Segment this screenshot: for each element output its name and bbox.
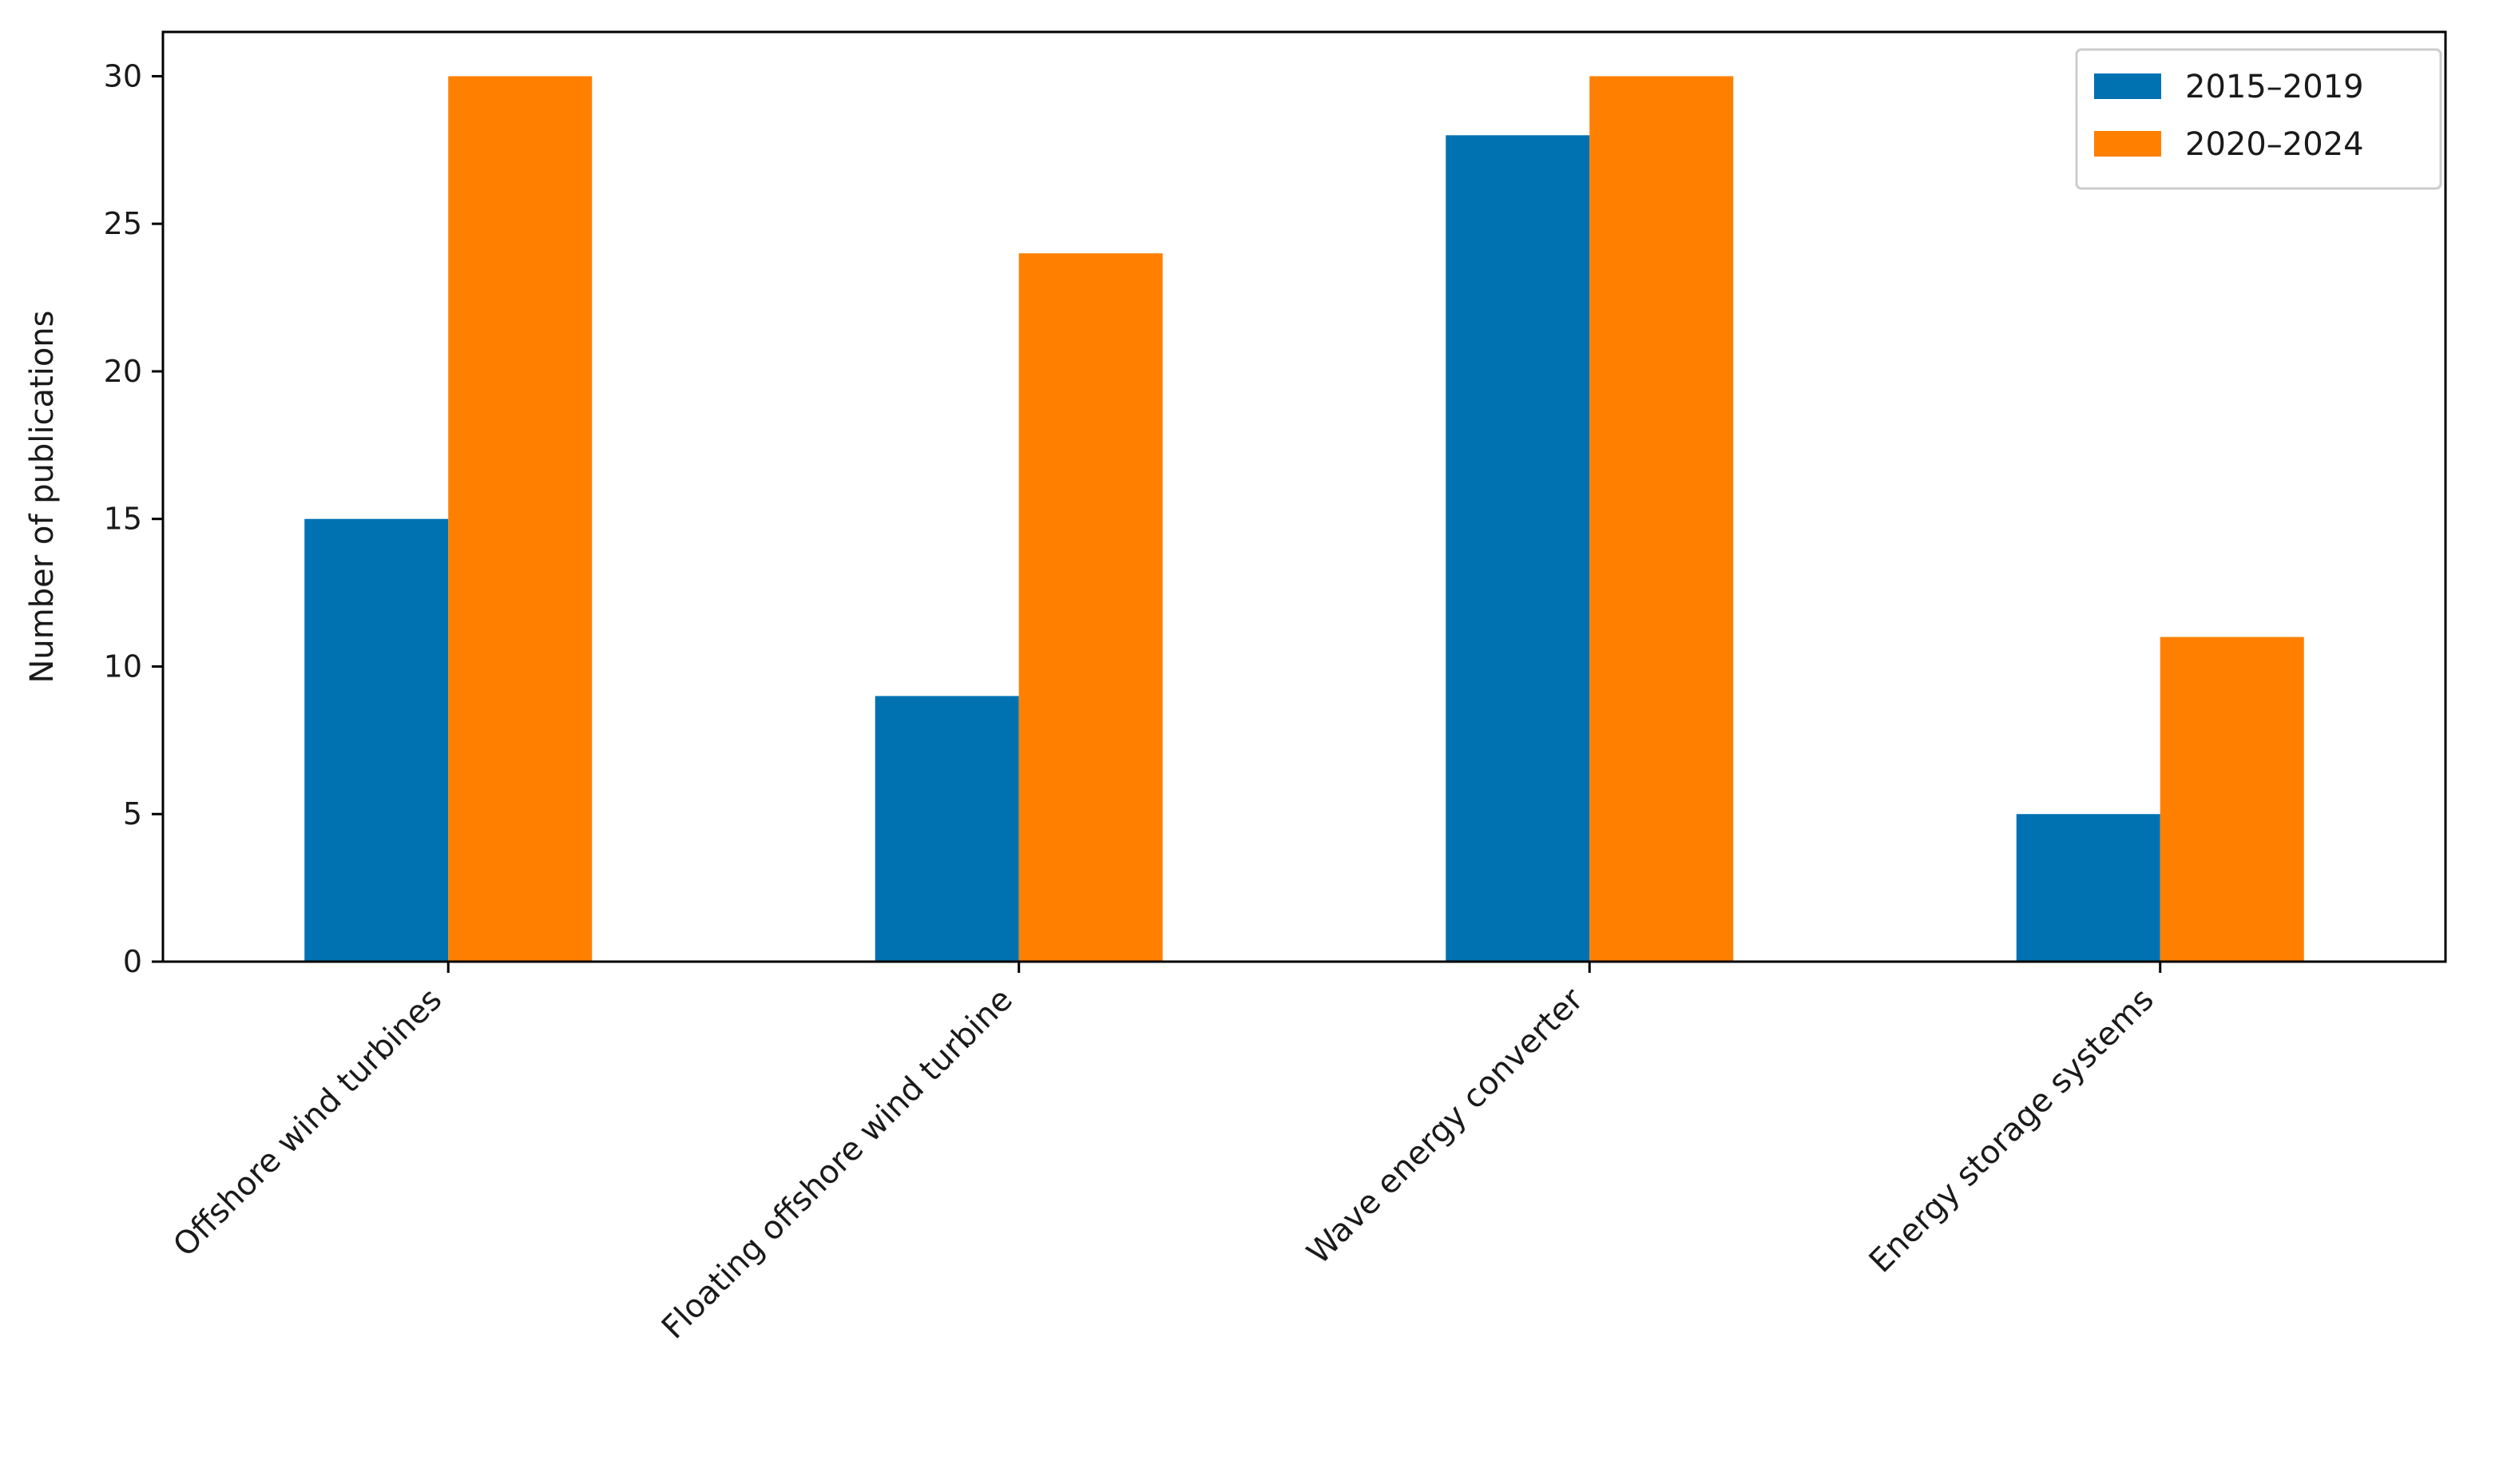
x-category-label: Offshore wind turbines: [166, 982, 449, 1264]
legend-swatch: [2094, 131, 2161, 157]
y-tick-label: 5: [123, 796, 142, 831]
y-tick-label: 30: [104, 58, 142, 93]
bar-series-2-3: [1589, 76, 1734, 962]
legend-box: [2075, 48, 2442, 190]
chart-bars: [304, 76, 2304, 962]
bar-series-1-3: [1446, 135, 1590, 962]
x-category-label: Floating offshore wind turbine: [655, 982, 1020, 1347]
y-tick-label: 15: [104, 502, 142, 537]
legend-label: 2015–2019: [2185, 69, 2364, 105]
y-axis-label: Number of publications: [24, 311, 61, 684]
plot-area-frame: [161, 30, 2447, 963]
bar-series-2-1: [448, 76, 593, 962]
bar-series-2-4: [2160, 637, 2304, 962]
legend-swatch: [2094, 73, 2161, 99]
y-tick-label: 10: [104, 649, 142, 684]
bar-series-1-4: [2016, 814, 2160, 962]
legend: 2015–2019 2020–2024: [2075, 48, 2442, 190]
y-axis-ticks: 0 5 10 15 20 25 30: [104, 58, 163, 979]
legend-label: 2020–2024: [2185, 126, 2364, 163]
x-axis-ticks: Offshore wind turbines Floating offshore …: [166, 962, 2162, 1347]
y-tick-label: 25: [104, 206, 142, 241]
y-tick-label: 0: [123, 944, 142, 979]
bar-series-1-2: [875, 696, 1019, 962]
y-tick-label: 20: [104, 354, 142, 389]
x-category-label: Energy storage systems: [1862, 982, 2161, 1280]
x-category-label: Wave energy converter: [1300, 981, 1591, 1272]
bar-series-1-1: [304, 518, 449, 962]
bar-series-2-2: [1018, 253, 1163, 962]
